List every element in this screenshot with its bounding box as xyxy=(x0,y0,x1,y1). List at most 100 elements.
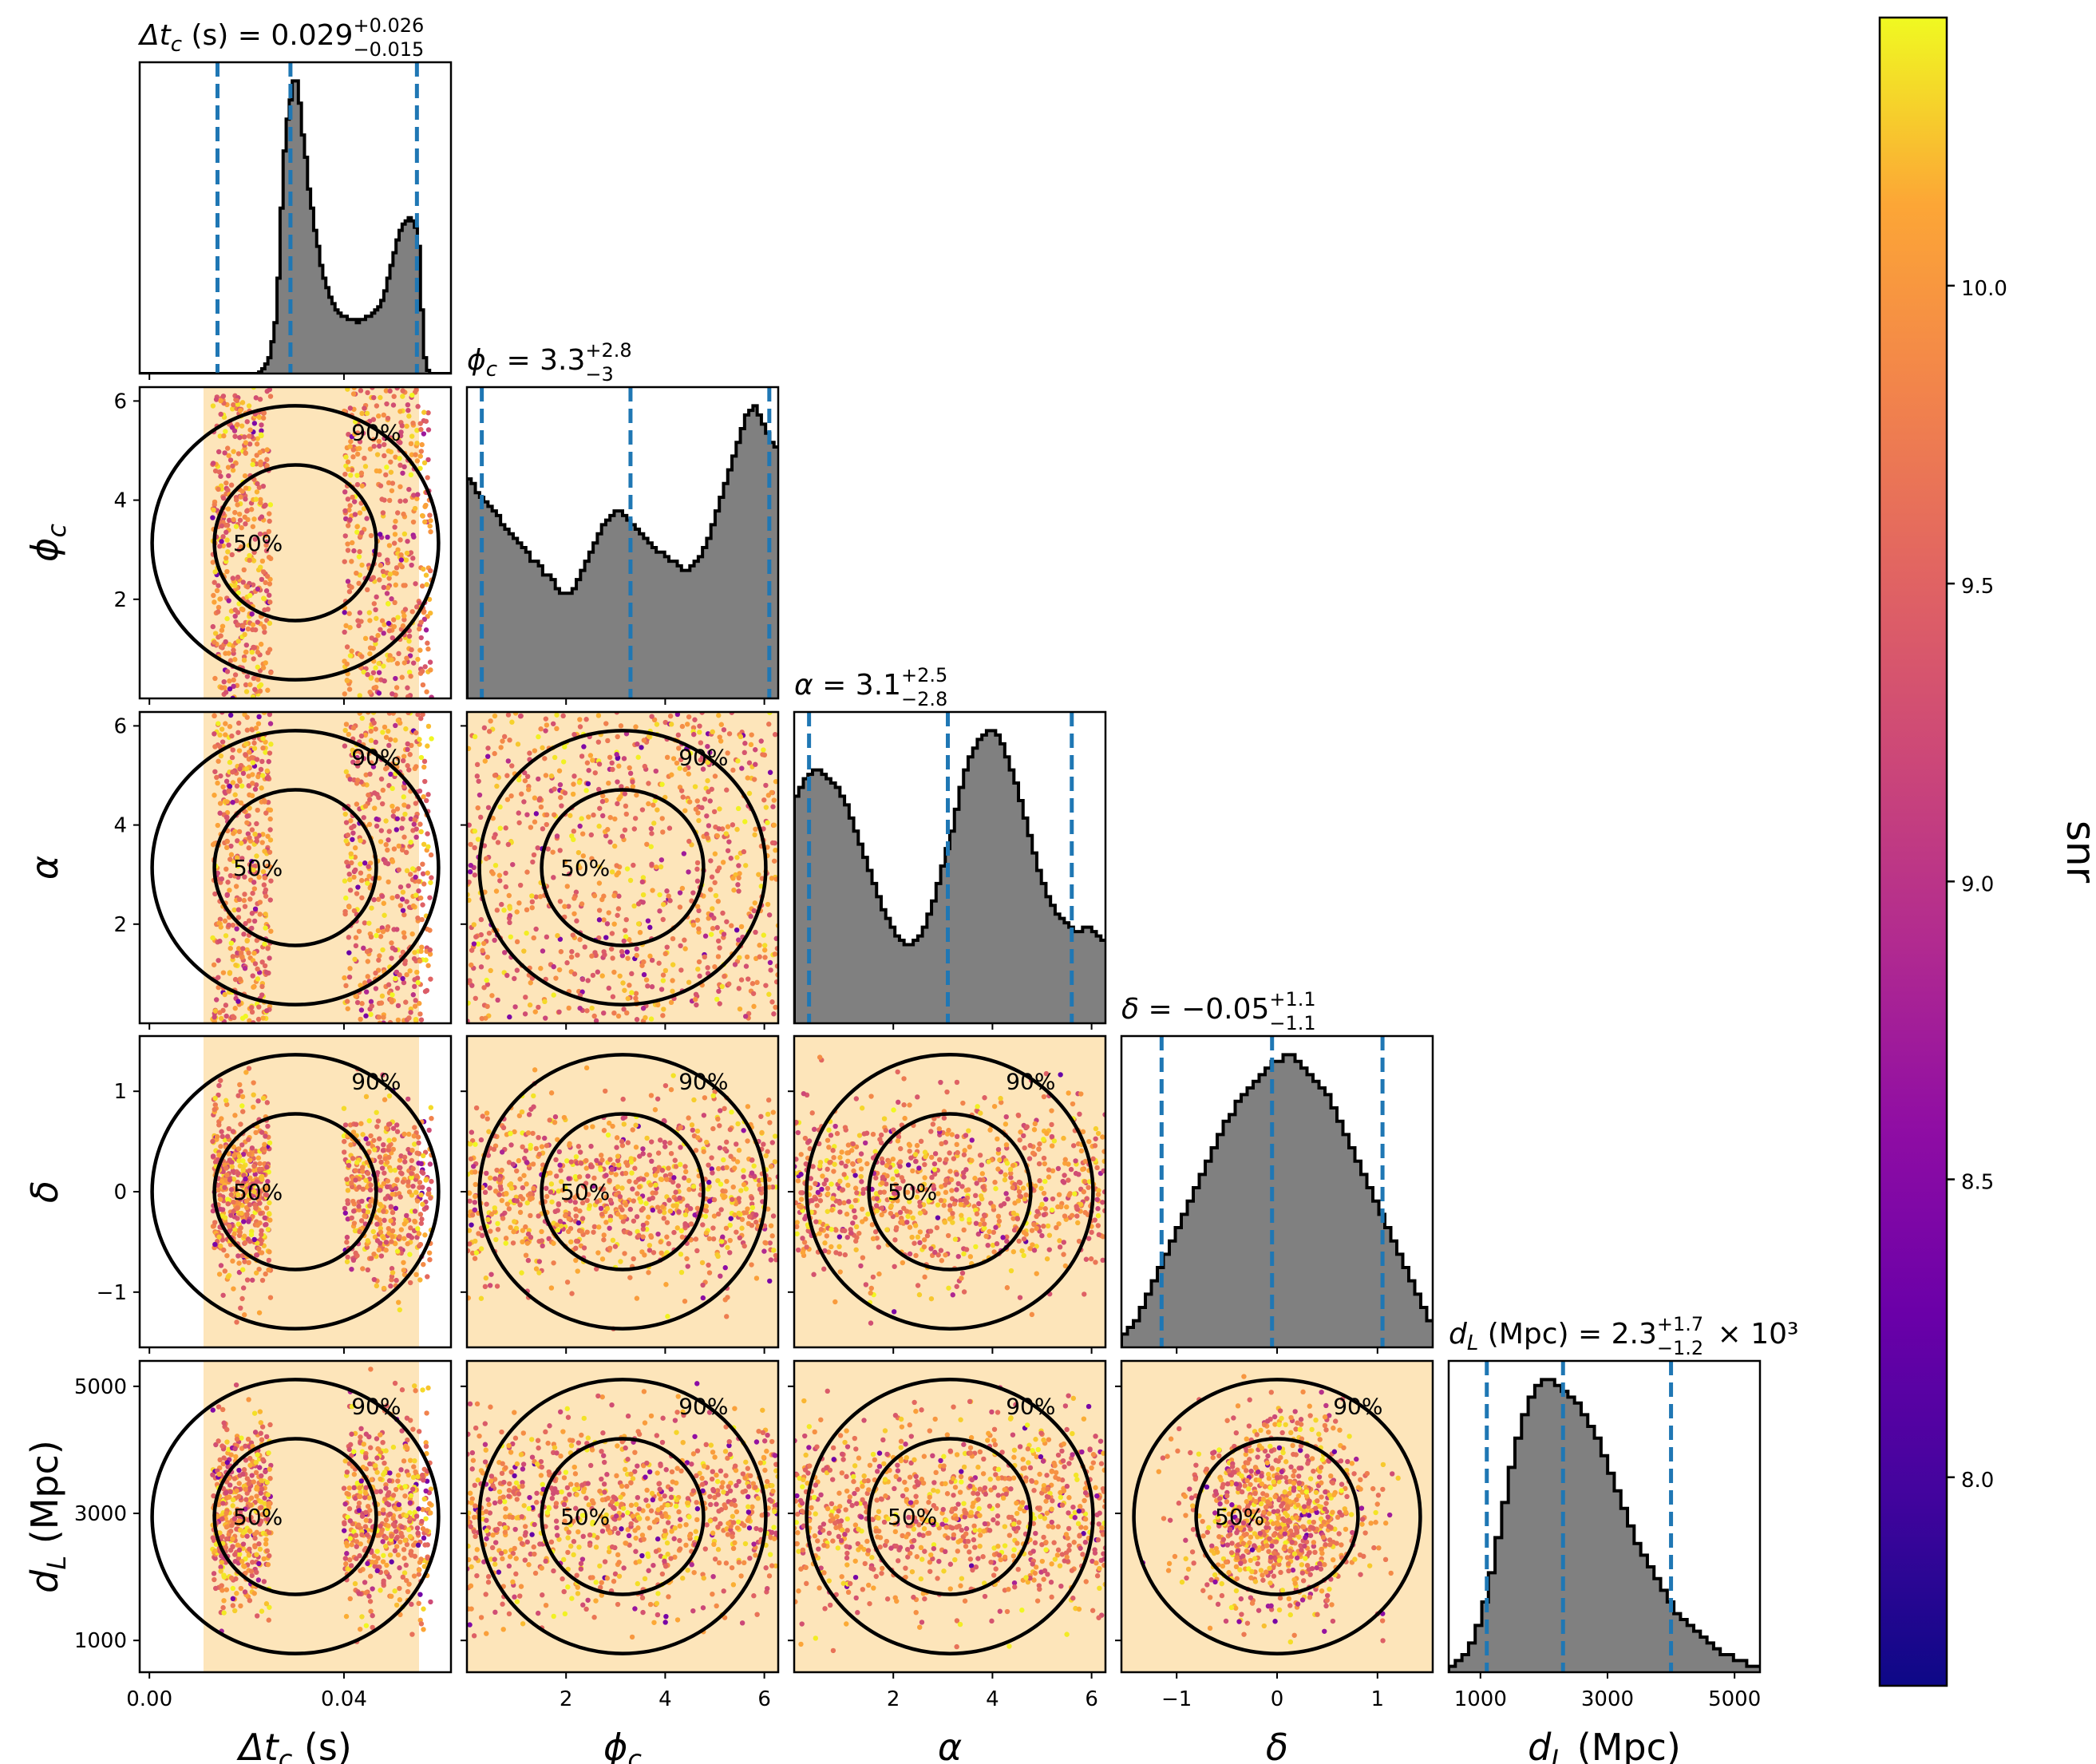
sample-point xyxy=(718,722,724,727)
sample-point xyxy=(584,1229,590,1235)
sample-point xyxy=(566,1176,571,1181)
sample-point xyxy=(532,795,538,801)
sample-point xyxy=(259,840,265,845)
sample-point xyxy=(366,792,371,798)
sample-point xyxy=(722,1265,728,1271)
sample-point xyxy=(575,1220,582,1226)
sample-point xyxy=(661,1007,666,1012)
sample-point xyxy=(642,763,648,769)
sample-point xyxy=(362,635,369,642)
sample-point xyxy=(858,1173,864,1180)
sample-point xyxy=(658,1239,663,1245)
sample-point xyxy=(649,714,655,719)
sample-point xyxy=(374,1215,380,1220)
sample-point xyxy=(681,851,687,856)
sample-point xyxy=(264,457,270,462)
scatter-dtc-alpha: 90%50% xyxy=(138,710,453,1025)
sample-point xyxy=(751,777,757,782)
sample-point xyxy=(367,689,373,695)
sample-point xyxy=(387,1195,393,1201)
sample-point xyxy=(991,1229,997,1236)
sample-point xyxy=(420,871,426,876)
sample-point xyxy=(376,1247,382,1253)
sample-point xyxy=(224,1172,230,1178)
sample-point xyxy=(413,387,419,393)
sample-point xyxy=(418,635,424,641)
sample-point xyxy=(247,1018,252,1023)
sample-point xyxy=(1016,1238,1022,1244)
sample-point xyxy=(227,678,232,684)
sample-point xyxy=(712,851,718,856)
sample-point xyxy=(239,423,245,429)
sample-point xyxy=(397,972,402,978)
sample-point xyxy=(647,1182,654,1188)
sample-point xyxy=(548,773,555,779)
sample-point xyxy=(428,976,433,982)
sample-point xyxy=(473,995,478,1001)
sample-point xyxy=(354,430,361,436)
sample-point xyxy=(248,507,255,512)
sample-point xyxy=(853,1096,860,1102)
sample-point xyxy=(235,1221,241,1227)
sample-point xyxy=(622,987,627,993)
sample-point xyxy=(573,1257,579,1264)
sample-point xyxy=(359,715,365,722)
sample-point xyxy=(650,888,655,893)
sample-point xyxy=(342,975,347,981)
sample-point xyxy=(670,988,675,995)
sample-point xyxy=(231,873,238,879)
sample-point xyxy=(212,1220,218,1225)
sample-point xyxy=(401,935,407,940)
sample-point xyxy=(1015,1112,1022,1118)
sample-point xyxy=(533,926,539,932)
sample-point xyxy=(400,757,406,764)
sample-point xyxy=(343,769,350,775)
sample-point xyxy=(223,844,230,851)
sample-point xyxy=(382,1217,387,1224)
sample-point xyxy=(741,848,747,855)
sample-point xyxy=(714,833,721,839)
sample-point xyxy=(694,866,700,872)
sample-point xyxy=(512,1004,518,1010)
sample-point xyxy=(251,950,257,956)
sample-point xyxy=(624,1162,631,1169)
sample-point xyxy=(505,841,512,848)
sample-point xyxy=(502,950,508,955)
sample-point xyxy=(401,1260,406,1265)
sample-point xyxy=(405,883,411,888)
sample-point xyxy=(536,1213,541,1219)
sample-point xyxy=(425,1274,430,1279)
sample-point xyxy=(247,557,252,564)
sample-point xyxy=(394,985,401,991)
sample-point xyxy=(851,1168,856,1174)
sample-point xyxy=(216,975,221,980)
sample-point xyxy=(242,631,247,638)
sample-point xyxy=(390,1228,396,1234)
sample-point xyxy=(569,949,575,955)
sample-point xyxy=(346,935,352,940)
sample-point xyxy=(374,403,380,409)
sample-point xyxy=(256,1310,263,1315)
sample-point xyxy=(488,1272,494,1277)
sample-point xyxy=(246,1066,252,1071)
histogram-outline xyxy=(467,404,778,698)
sample-point xyxy=(370,437,377,442)
sample-point xyxy=(467,897,472,904)
sample-point xyxy=(730,822,736,828)
sample-point xyxy=(239,1103,245,1109)
sample-point xyxy=(236,748,243,753)
sample-point xyxy=(711,1196,718,1203)
sample-point xyxy=(504,1201,511,1207)
sample-point xyxy=(468,841,473,848)
sample-point xyxy=(390,785,395,792)
sample-point xyxy=(375,1118,382,1124)
sample-point xyxy=(579,753,585,759)
sample-point xyxy=(517,1177,523,1182)
sample-point xyxy=(552,754,558,761)
sample-point xyxy=(227,517,232,524)
sample-point xyxy=(884,1181,889,1187)
sample-point xyxy=(635,754,641,760)
sample-point xyxy=(241,657,247,663)
sample-point xyxy=(574,1192,580,1198)
sample-point xyxy=(247,682,253,687)
